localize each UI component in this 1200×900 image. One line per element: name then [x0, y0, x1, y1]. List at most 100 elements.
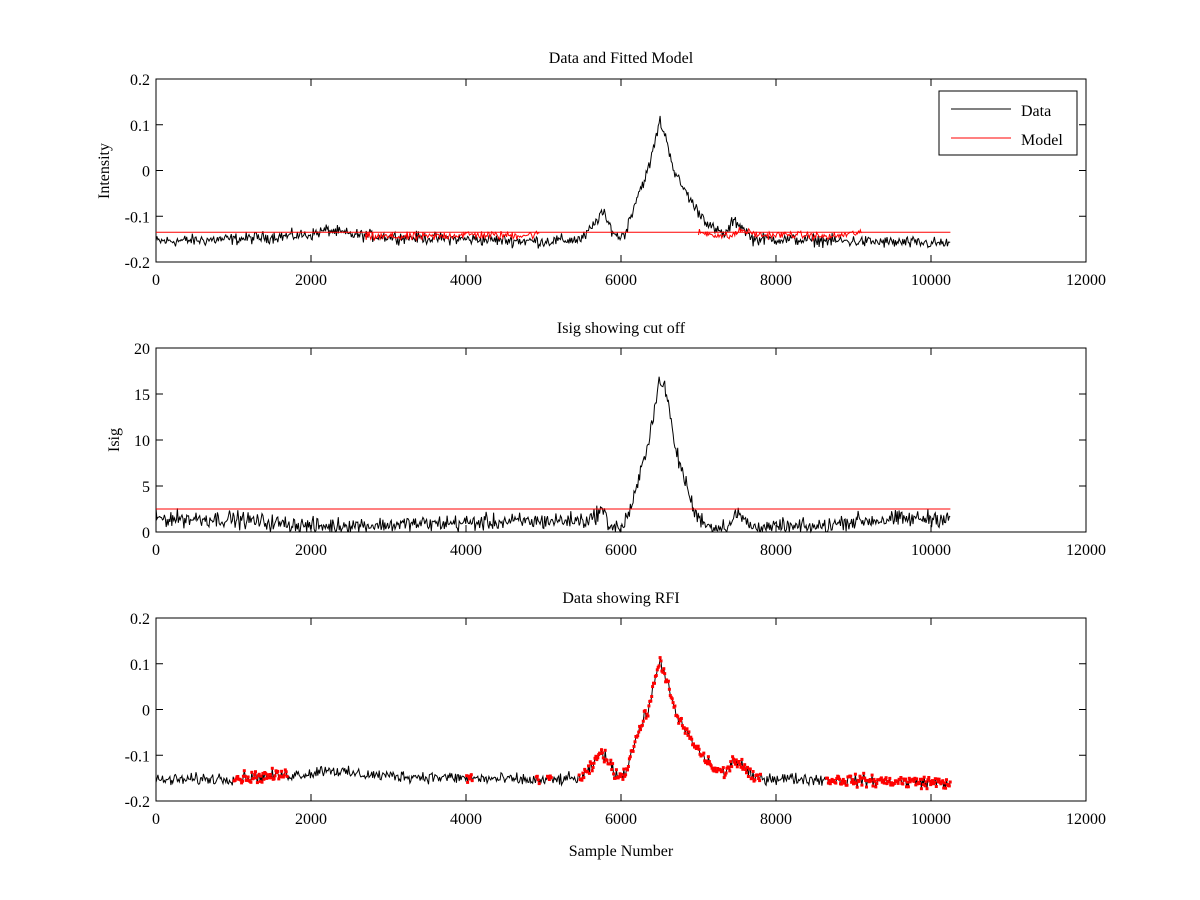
series-line-model [364, 230, 540, 242]
y-tick-label: -0.2 [125, 794, 150, 811]
rfi-point [549, 776, 553, 780]
rfi-point [746, 775, 750, 778]
rfi-point [548, 774, 552, 778]
rfi-point [587, 771, 591, 775]
rfi-point [667, 687, 671, 691]
rfi-point [838, 777, 841, 781]
rfi-point [234, 777, 238, 781]
rfi-point [282, 773, 286, 777]
x-tick-label: 12000 [1066, 542, 1106, 559]
x-tick-label: 4000 [450, 542, 482, 559]
rfi-point [835, 777, 839, 780]
rfi-point [261, 771, 265, 775]
rfi-point [285, 774, 289, 778]
rfi-point [737, 760, 741, 763]
rfi-point [864, 778, 868, 782]
rfi-point [923, 784, 927, 788]
rfi-point [663, 672, 667, 676]
rfi-point [860, 783, 864, 787]
rfi-point [921, 783, 925, 787]
rfi-point [268, 773, 272, 776]
rfi-point [733, 760, 736, 764]
series-line-isig [155, 376, 951, 534]
rfi-point [272, 777, 276, 781]
rfi-point [914, 783, 918, 787]
rfi-point [659, 659, 663, 663]
rfi-point [638, 724, 642, 728]
panel-2-plot-area [155, 376, 951, 534]
y-tick-label: 0.2 [130, 611, 150, 628]
rfi-point [710, 766, 714, 770]
panel-2-title: Isig showing cut off [557, 320, 686, 337]
rfi-point [889, 783, 893, 787]
rfi-point [929, 783, 933, 787]
rfi-point [666, 679, 670, 683]
rfi-point [236, 775, 240, 778]
rfi-point [943, 781, 947, 785]
rfi-point [250, 770, 254, 774]
rfi-point [925, 787, 929, 791]
rfi-point [682, 726, 686, 730]
rfi-point [469, 773, 473, 777]
rfi-point [701, 753, 705, 757]
x-tick-label: 0 [152, 272, 160, 289]
rfi-point [602, 760, 606, 764]
rfi-point [639, 728, 642, 732]
rfi-point [277, 777, 281, 781]
rfi-point [643, 709, 647, 713]
rfi-point [750, 776, 754, 780]
rfi-point [712, 769, 716, 773]
x-tick-label: 4000 [450, 811, 482, 828]
panel-1-ylabel: Intensity [96, 143, 113, 199]
rfi-point [632, 744, 636, 748]
rfi-point [851, 778, 855, 782]
rfi-point [721, 766, 725, 770]
rfi-point [470, 779, 474, 783]
rfi-point [466, 780, 470, 784]
rfi-point [467, 774, 470, 778]
rfi-point [728, 769, 732, 773]
rfi-point [744, 768, 748, 771]
rfi-point [668, 694, 672, 697]
rfi-point [892, 782, 896, 785]
rfi-point [874, 785, 878, 789]
y-tick-label: -0.1 [125, 748, 150, 765]
rfi-point [633, 740, 637, 744]
rfi-point [703, 759, 707, 763]
rfi-point [628, 755, 632, 759]
rfi-point [863, 776, 867, 780]
rfi-point [537, 782, 541, 786]
rfi-point [673, 704, 677, 708]
y-tick-label: 0 [142, 525, 150, 542]
rfi-point [862, 771, 866, 775]
series-line-model [698, 227, 862, 242]
rfi-point [924, 780, 928, 784]
rfi-point [609, 758, 613, 762]
rfi-point [935, 777, 939, 781]
rfi-point [593, 756, 597, 760]
rfi-point [252, 776, 256, 780]
rfi-point [931, 779, 934, 783]
rfi-point [738, 763, 742, 766]
rfi-point [832, 778, 836, 782]
rfi-point [719, 768, 722, 772]
rfi-point [692, 742, 695, 746]
rfi-point [706, 755, 710, 759]
rfi-point [661, 670, 665, 674]
rfi-point [577, 773, 581, 777]
legend-entry-model: Model [1021, 132, 1063, 149]
rfi-point [253, 773, 257, 777]
rfi-point [826, 781, 830, 785]
rfi-point [582, 776, 586, 780]
rfi-point [662, 667, 666, 671]
rfi-point [276, 769, 280, 773]
rfi-point [647, 704, 651, 708]
x-tick-label: 8000 [760, 542, 792, 559]
rfi-point [547, 778, 551, 781]
rfi-point [589, 762, 593, 766]
rfi-point [746, 765, 749, 769]
rfi-point [731, 755, 735, 759]
rfi-point [590, 769, 594, 773]
rfi-point [930, 781, 934, 785]
rfi-point [600, 751, 604, 755]
